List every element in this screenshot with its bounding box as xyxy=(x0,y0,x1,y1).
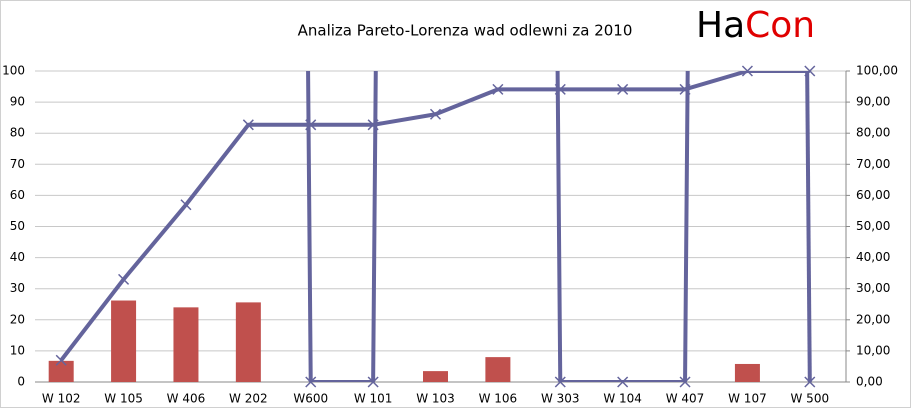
marker xyxy=(305,376,317,388)
bar xyxy=(485,357,511,382)
logo-part: Con xyxy=(745,5,815,46)
y-tick-label: 90 xyxy=(10,95,25,109)
y-tick-label: 50 xyxy=(10,219,25,233)
chart-title: Analiza Pareto-Lorenza wad odlewni za 20… xyxy=(298,22,633,40)
y2-tick-label: 70,00 xyxy=(856,157,890,171)
marker xyxy=(55,354,67,366)
y2-tick-label: 100,00 xyxy=(856,64,898,78)
x-tick-label: W 406 xyxy=(167,392,206,406)
y-tick-label: 10 xyxy=(10,343,25,357)
y2-tick-label: 10,00 xyxy=(856,343,890,357)
bar xyxy=(423,371,448,382)
x-tick-label: W 105 xyxy=(104,392,143,406)
y-tick-label: 0 xyxy=(17,375,25,389)
x-tick-label: W 500 xyxy=(791,392,830,406)
y2-tick-label: 20,00 xyxy=(856,312,890,326)
y-tick-label: 70 xyxy=(10,157,25,171)
x-tick-label: W 407 xyxy=(666,392,705,406)
marker xyxy=(242,119,254,131)
bar xyxy=(734,363,760,382)
y2-tick-label: 40,00 xyxy=(856,250,890,264)
x-tick-label: W 107 xyxy=(728,392,767,406)
y2-tick-label: 90,00 xyxy=(856,95,890,109)
x-tick-label: W 104 xyxy=(603,392,642,406)
x-tick-label: W 102 xyxy=(42,392,81,406)
marker xyxy=(492,83,504,95)
x-tick-label: W 202 xyxy=(229,392,268,406)
bar xyxy=(111,300,137,382)
x-tick-label: W 106 xyxy=(479,392,518,406)
marker xyxy=(429,108,442,120)
y-tick-label: 60 xyxy=(10,188,25,202)
marker xyxy=(804,376,816,388)
x-tick-label: W 103 xyxy=(416,392,455,406)
x-tick-label: W 101 xyxy=(354,392,393,406)
logo-part: Ha xyxy=(696,5,745,46)
y-tick-label: 30 xyxy=(10,281,25,295)
y-tick-label: 20 xyxy=(10,312,25,326)
marker xyxy=(554,376,566,388)
y2-tick-label: 0,00 xyxy=(856,375,883,389)
marker xyxy=(617,376,629,388)
y-tick-label: 100 xyxy=(2,64,25,78)
marker xyxy=(679,376,691,388)
y-tick-label: 80 xyxy=(10,126,25,140)
line-group xyxy=(306,71,812,382)
marker xyxy=(118,273,130,285)
marker xyxy=(180,199,192,211)
bar xyxy=(48,360,74,382)
x-tick-label: W 303 xyxy=(541,392,580,406)
line-series xyxy=(306,71,378,382)
x-tick-label: W600 xyxy=(293,392,328,406)
marker xyxy=(367,376,379,388)
y-tick-label: 40 xyxy=(10,250,25,264)
y2-tick-label: 80,00 xyxy=(856,126,890,140)
marker xyxy=(741,65,753,77)
y2-tick-label: 60,00 xyxy=(856,188,890,202)
logo: HaCon xyxy=(696,5,815,46)
line-series xyxy=(805,71,812,382)
line-series xyxy=(555,71,690,382)
marker xyxy=(617,83,629,95)
bar xyxy=(235,302,261,382)
y2-tick-label: 30,00 xyxy=(856,281,890,295)
y2-tick-label: 50,00 xyxy=(856,219,890,233)
bar xyxy=(173,307,199,382)
